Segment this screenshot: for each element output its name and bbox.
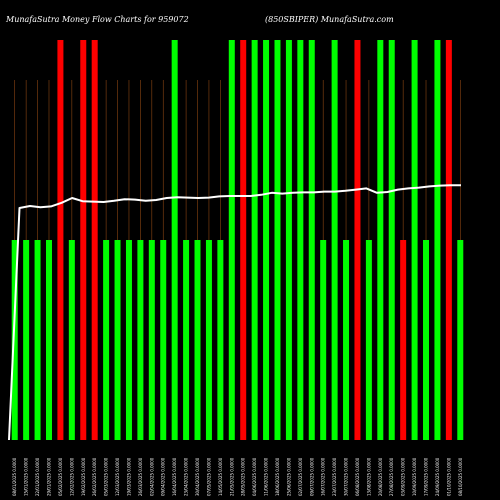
bar <box>34 240 41 440</box>
bar <box>251 40 258 440</box>
bar <box>285 40 292 440</box>
bar <box>388 40 395 440</box>
bar <box>457 240 464 440</box>
bar <box>45 240 52 440</box>
bar <box>11 240 18 440</box>
bar <box>125 240 132 440</box>
x-tick-label: 13/08/2025 0.0000 <box>366 457 371 496</box>
x-tick-label: 02/04/2025 0.0000 <box>149 457 154 496</box>
x-tick-label: 16/04/2025 0.0000 <box>172 457 177 496</box>
bar <box>160 240 167 440</box>
bar <box>148 240 155 440</box>
bar-series <box>11 40 464 440</box>
x-tick-label: 30/04/2025 0.0000 <box>195 457 200 496</box>
x-tick-label: 21/05/2025 0.0000 <box>229 457 234 496</box>
bar <box>331 40 338 440</box>
bar <box>114 240 121 440</box>
bar <box>274 40 281 440</box>
bar <box>297 40 304 440</box>
bar <box>354 40 361 440</box>
bar <box>343 240 350 440</box>
x-tick-label: 14/05/2025 0.0000 <box>218 457 223 496</box>
bar <box>205 240 212 440</box>
bar <box>171 40 178 440</box>
x-tick-label: 25/06/2025 0.0000 <box>286 457 291 496</box>
x-tick-label: 24/09/2025 0.0000 <box>435 457 440 496</box>
x-tick-label: 29/01/2025 0.0000 <box>46 457 51 496</box>
x-tick-label: 01/10/2025 0.0000 <box>446 457 451 496</box>
chart-title-left: MunafaSutra Money Flow Charts for 959072 <box>5 15 189 24</box>
x-tick-label: 05/03/2025 0.0000 <box>104 457 109 496</box>
bar <box>194 240 201 440</box>
x-tick-labels: 08/01/2025 0.0000 15/01/2025 0.0000 22/01/… <box>12 457 463 496</box>
bar <box>445 40 452 440</box>
x-tick-label: 22/01/2025 0.0000 <box>35 457 40 496</box>
x-tick-label: 04/06/2025 0.0000 <box>252 457 257 496</box>
x-tick-label: 08/01/2025 0.0000 <box>12 457 17 496</box>
bar <box>423 240 430 440</box>
x-tick-label: 09/07/2025 0.0000 <box>309 457 314 496</box>
x-tick-label: 09/04/2025 0.0000 <box>161 457 166 496</box>
chart-title-right: (850SBIPER) MunafaSutra.com <box>265 15 394 24</box>
bar <box>377 40 384 440</box>
x-tick-label: 10/09/2025 0.0000 <box>412 457 417 496</box>
x-tick-label: 03/09/2025 0.0000 <box>401 457 406 496</box>
bar <box>80 40 87 440</box>
x-tick-label: 23/04/2025 0.0000 <box>184 457 189 496</box>
bar <box>91 40 98 440</box>
x-tick-label: 28/05/2025 0.0000 <box>241 457 246 496</box>
bar <box>217 240 224 440</box>
x-tick-label: 07/05/2025 0.0000 <box>206 457 211 496</box>
bar <box>183 240 190 440</box>
x-tick-label: 08/10/2025 0.0000 <box>458 457 463 496</box>
x-tick-label: 26/03/2025 0.0000 <box>138 457 143 496</box>
bar <box>228 40 235 440</box>
money-flow-line <box>8 184 461 441</box>
bar <box>320 240 327 440</box>
bar <box>308 40 315 440</box>
x-tick-label: 26/02/2025 0.0000 <box>92 457 97 496</box>
bar <box>365 240 372 440</box>
x-tick-label: 30/07/2025 0.0000 <box>344 457 349 496</box>
bar <box>240 40 247 440</box>
x-tick-label: 17/09/2025 0.0000 <box>424 457 429 496</box>
x-tick-label: 27/08/2025 0.0000 <box>389 457 394 496</box>
bar <box>137 240 144 440</box>
bar <box>263 40 270 440</box>
bar <box>103 240 110 440</box>
x-tick-label: 11/06/2025 0.0000 <box>264 457 269 496</box>
x-tick-label: 05/02/2025 0.0000 <box>58 457 63 496</box>
bar <box>23 240 30 440</box>
x-tick-label: 19/03/2025 0.0000 <box>126 457 131 496</box>
x-tick-label: 18/06/2025 0.0000 <box>275 457 280 496</box>
bar <box>411 40 418 440</box>
x-tick-label: 19/02/2025 0.0000 <box>81 457 86 496</box>
x-tick-label: 20/08/2025 0.0000 <box>378 457 383 496</box>
line-series <box>8 184 461 441</box>
bar <box>400 240 407 440</box>
x-tick-label: 12/02/2025 0.0000 <box>69 457 74 496</box>
x-tick-label: 15/01/2025 0.0000 <box>24 457 29 496</box>
x-tick-label: 06/08/2025 0.0000 <box>355 457 360 496</box>
bar <box>68 240 75 440</box>
bar <box>434 40 441 440</box>
x-tick-label: 23/07/2025 0.0000 <box>332 457 337 496</box>
bar <box>57 40 64 440</box>
x-tick-label: 12/03/2025 0.0000 <box>115 457 120 496</box>
x-tick-label: 16/07/2025 0.0000 <box>321 457 326 496</box>
x-tick-label: 02/07/2025 0.0000 <box>298 457 303 496</box>
